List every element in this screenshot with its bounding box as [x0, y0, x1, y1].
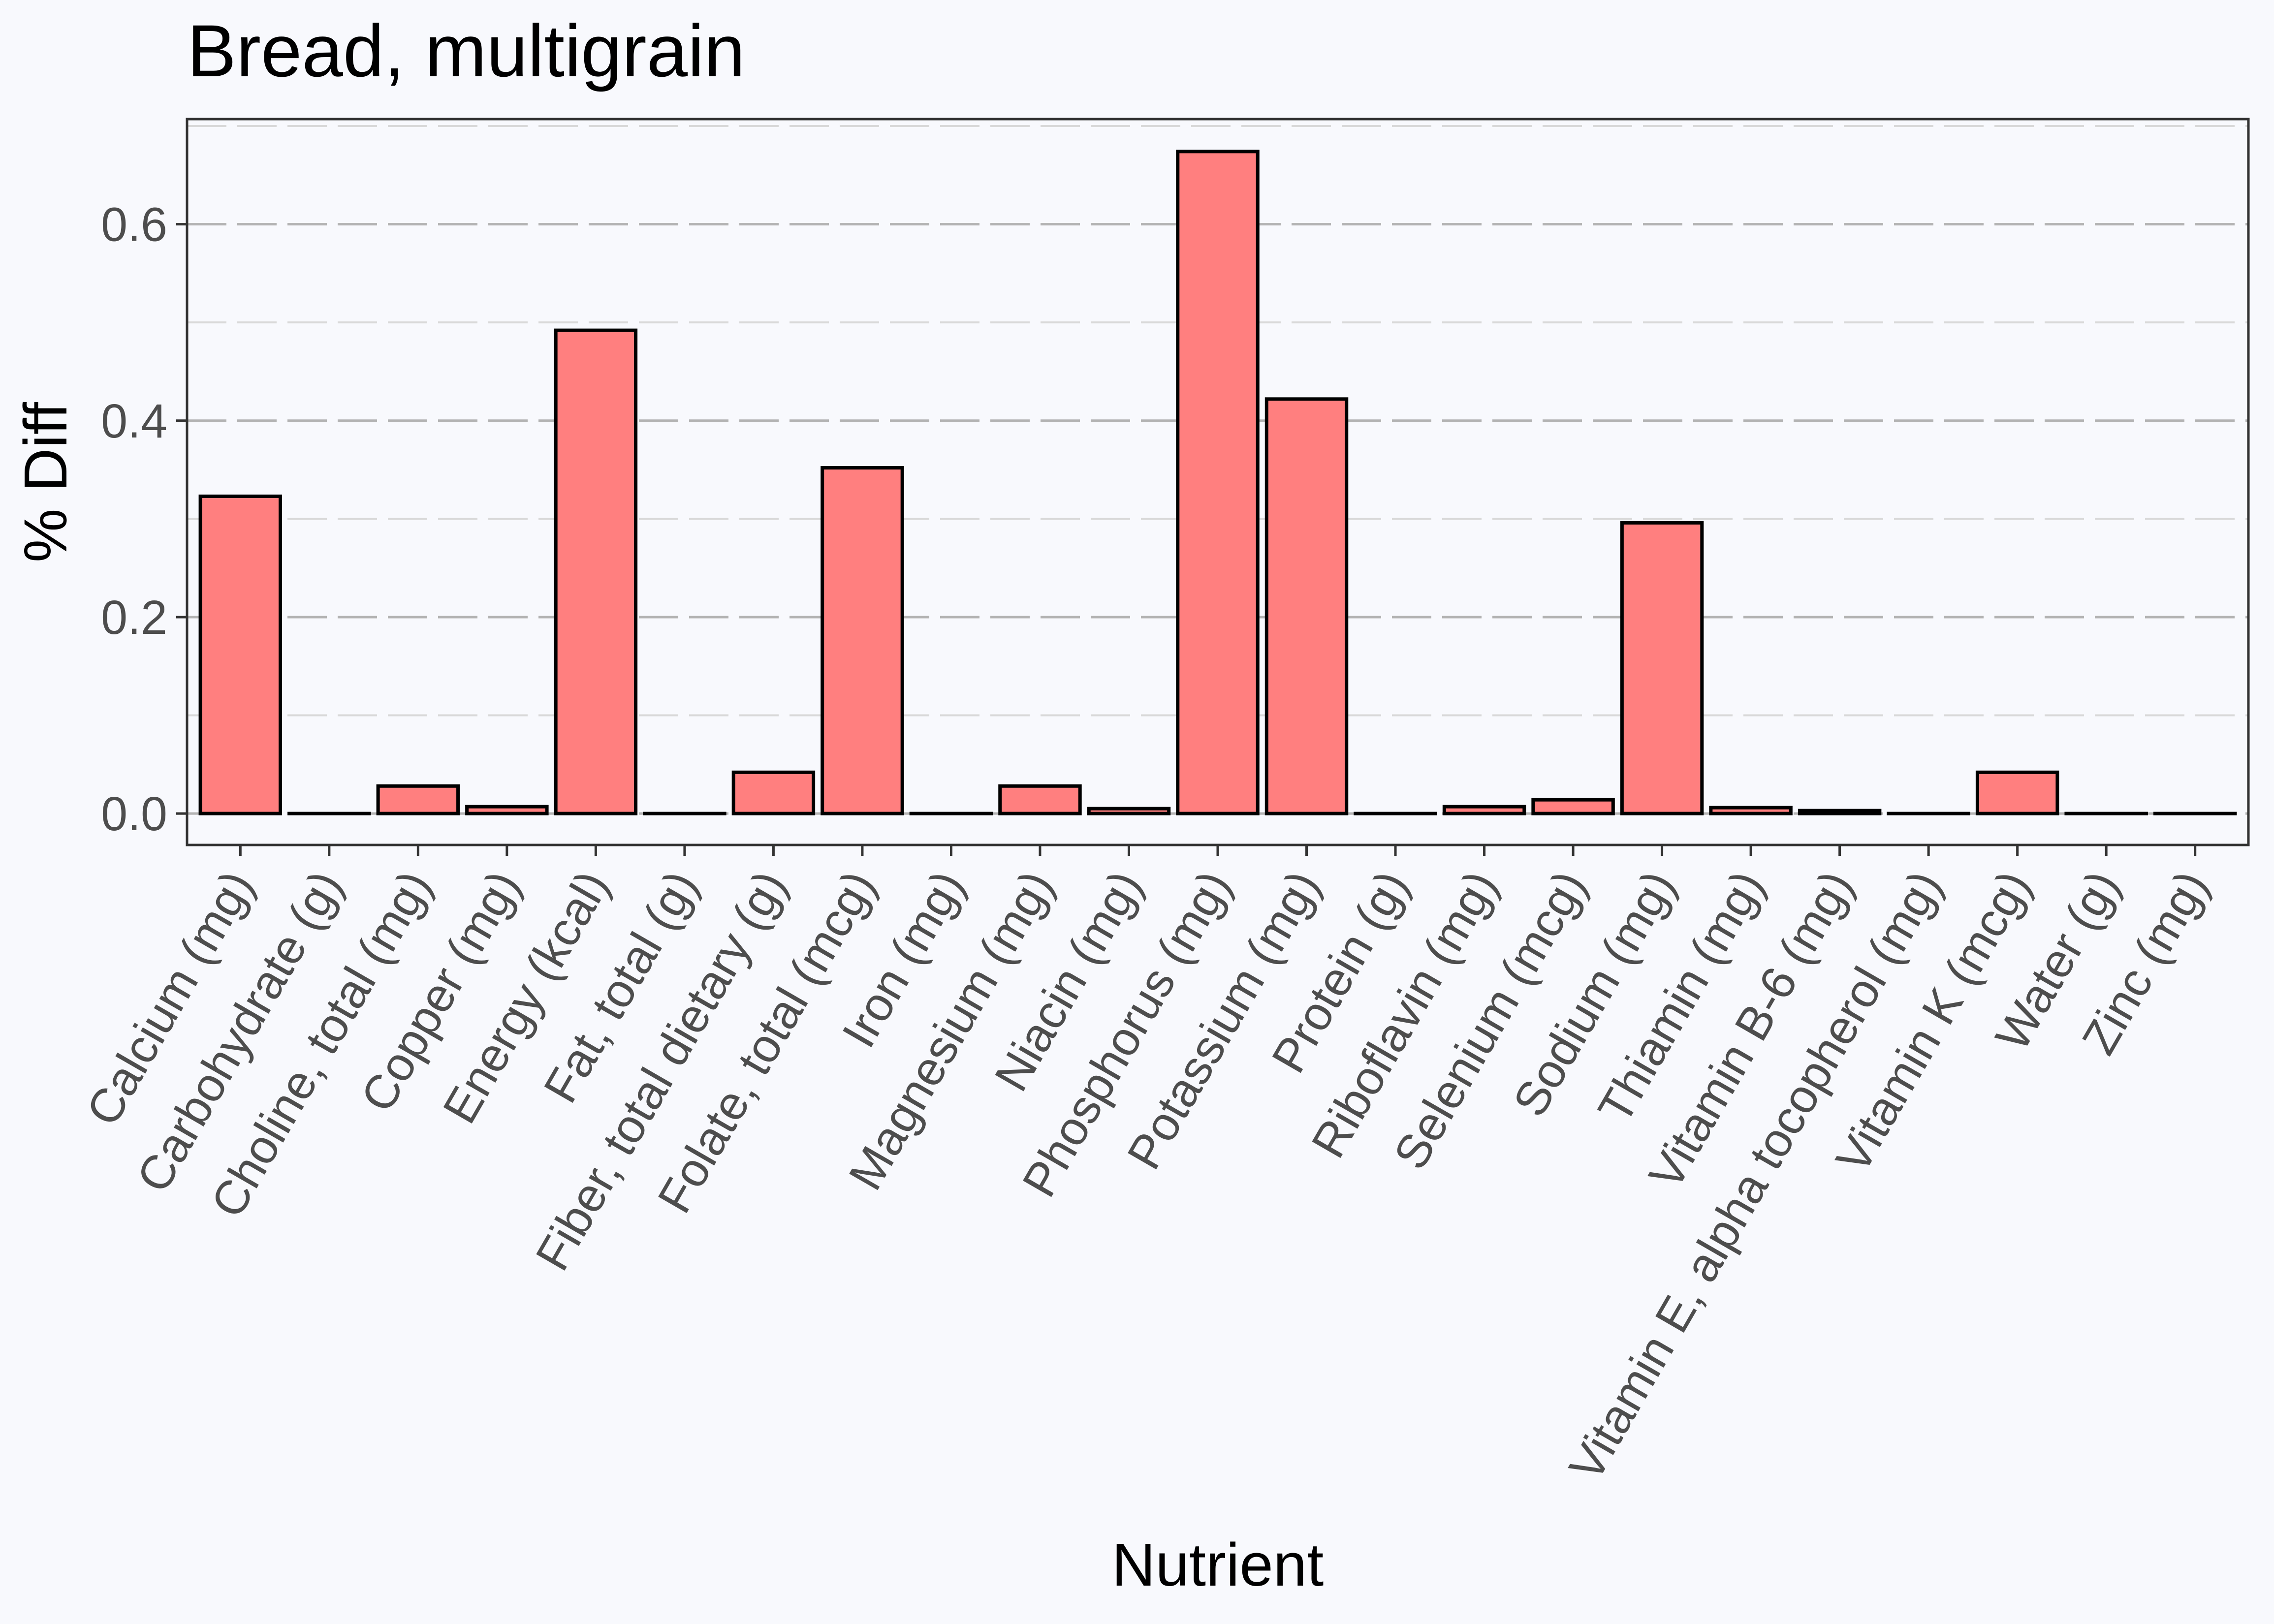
bar: [554, 328, 638, 815]
chart-title: Bread, multigrain: [187, 9, 745, 92]
bar: [1975, 770, 2059, 815]
y-tick-label: 0.2: [101, 591, 167, 644]
y-axis-title: % Diff: [12, 402, 80, 562]
bar: [731, 770, 816, 815]
bars: [198, 150, 2237, 815]
bar: [198, 494, 283, 815]
bar: [1087, 807, 1171, 815]
bar: [998, 784, 1082, 815]
bar: [1798, 809, 1882, 815]
y-tick-label: 0.0: [101, 787, 167, 841]
bar: [1442, 805, 1526, 815]
bar: [1176, 150, 1260, 815]
bar: [1620, 521, 1704, 815]
bar: [1709, 806, 1793, 815]
bar: [1531, 798, 1615, 815]
bar: [1264, 397, 1349, 815]
y-axis: 0.0 0.2 0.4 0.6: [101, 198, 187, 841]
y-tick-label: 0.6: [101, 198, 167, 251]
y-tick-label: 0.4: [101, 394, 167, 448]
x-axis-title: Nutrient: [1112, 1531, 1324, 1599]
bar: [821, 466, 904, 815]
bar: [376, 784, 460, 815]
bar: [465, 805, 549, 815]
